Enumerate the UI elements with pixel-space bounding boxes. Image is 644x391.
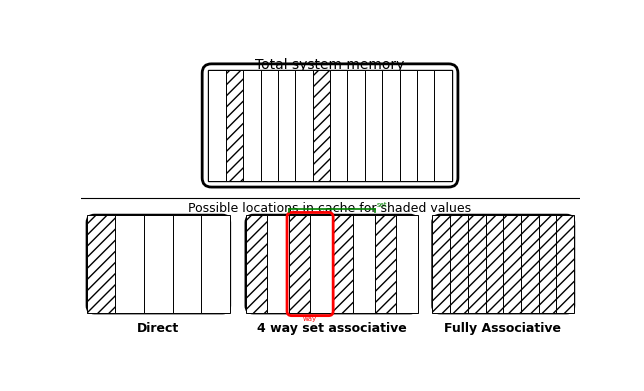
Bar <box>245 215 267 313</box>
Bar <box>486 215 503 313</box>
Text: way: way <box>303 316 317 323</box>
Bar <box>365 70 382 181</box>
Text: Fully Associative: Fully Associative <box>444 322 562 335</box>
Bar <box>399 70 417 181</box>
Bar <box>450 215 468 313</box>
Text: set: set <box>376 202 387 208</box>
Bar <box>539 215 556 313</box>
Bar <box>417 70 434 181</box>
Bar <box>313 70 330 181</box>
Bar <box>503 215 521 313</box>
Bar <box>310 215 332 313</box>
Bar <box>278 70 296 181</box>
Bar <box>226 70 243 181</box>
Bar <box>87 215 115 313</box>
Bar <box>556 215 574 313</box>
Bar <box>468 215 486 313</box>
Bar <box>261 70 278 181</box>
Text: Direct: Direct <box>137 322 179 335</box>
Bar <box>434 70 451 181</box>
Bar <box>202 215 230 313</box>
Bar <box>243 70 261 181</box>
Bar <box>267 215 289 313</box>
Bar <box>296 70 313 181</box>
Bar <box>396 215 417 313</box>
Bar <box>209 70 451 181</box>
Bar <box>375 215 396 313</box>
Bar <box>382 70 399 181</box>
Bar <box>521 215 539 313</box>
FancyBboxPatch shape <box>87 215 230 313</box>
Bar <box>347 70 365 181</box>
FancyBboxPatch shape <box>432 215 574 313</box>
Bar <box>330 70 347 181</box>
FancyBboxPatch shape <box>202 64 458 187</box>
Bar <box>209 70 226 181</box>
Bar <box>432 215 450 313</box>
FancyBboxPatch shape <box>245 215 417 313</box>
Bar <box>353 215 375 313</box>
Bar <box>144 215 173 313</box>
Bar <box>173 215 202 313</box>
Text: Possible locations in cache for shaded values: Possible locations in cache for shaded v… <box>189 203 471 215</box>
Bar <box>115 215 144 313</box>
Text: 4 way set associative: 4 way set associative <box>257 322 406 335</box>
Bar <box>289 215 310 313</box>
Text: Total system memory: Total system memory <box>256 58 404 72</box>
Bar <box>332 215 353 313</box>
